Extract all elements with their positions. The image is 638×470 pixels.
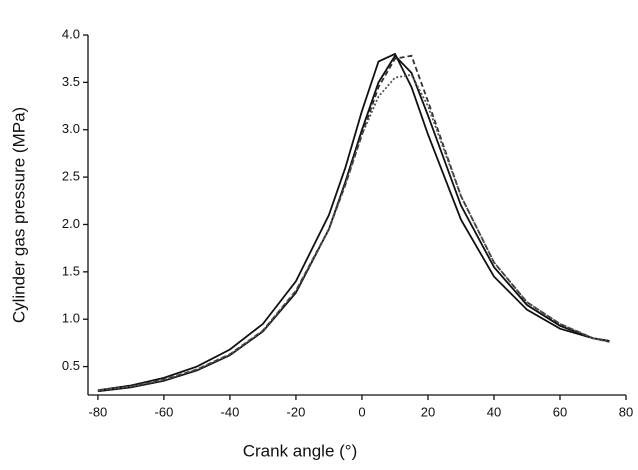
y-tick-label: 0.5 xyxy=(62,358,80,373)
series-line xyxy=(97,52,610,392)
y-tick-label: 4.0 xyxy=(62,26,80,41)
y-tick-label: 3.0 xyxy=(62,121,80,136)
x-tick-label: -60 xyxy=(155,404,174,419)
x-tick-label: -20 xyxy=(287,404,306,419)
y-tick-label: 1.0 xyxy=(62,311,80,326)
y-tick-label: 3.5 xyxy=(62,74,80,89)
x-axis-title: Crank angle (°) xyxy=(243,441,358,460)
x-tick-label: -40 xyxy=(221,404,240,419)
series-line xyxy=(97,54,610,392)
series-line xyxy=(97,54,610,393)
series-line xyxy=(97,73,610,392)
x-tick-label: 20 xyxy=(421,404,435,419)
y-tick-label: 2.5 xyxy=(62,169,80,184)
x-tick-label: 80 xyxy=(619,404,633,419)
x-tick-label: -80 xyxy=(89,404,108,419)
y-tick-label: 1.5 xyxy=(62,263,80,278)
y-tick-label: 2.0 xyxy=(62,216,80,231)
x-tick-label: 40 xyxy=(487,404,501,419)
x-tick-label: 60 xyxy=(553,404,567,419)
y-axis-title: Cylinder gas pressure (MPa) xyxy=(9,107,28,323)
x-tick-label: 0 xyxy=(358,404,365,419)
